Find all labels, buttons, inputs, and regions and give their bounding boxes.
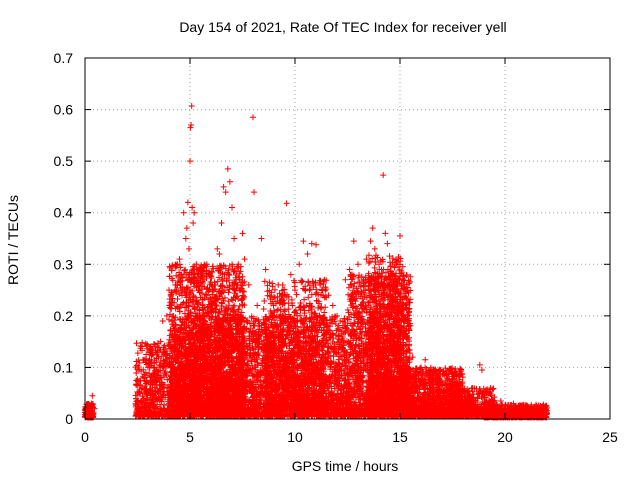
data-point [145,406,152,413]
data-point [139,356,146,363]
data-point [160,357,167,364]
data-point [133,369,140,376]
data-point [133,381,140,388]
data-point [133,358,140,365]
data-point [157,401,164,408]
data-point [229,297,236,304]
data-point [157,367,164,374]
data-point [155,412,162,419]
data-point [134,382,141,389]
data-point [135,388,142,395]
data-point [143,380,150,387]
data-point [142,386,149,393]
data-point [159,391,166,398]
data-point [146,385,153,392]
data-point [154,406,161,413]
data-point [147,412,154,419]
data-point [190,283,197,290]
data-point [147,396,154,403]
data-point [139,339,146,346]
data-point [133,362,140,369]
data-point [160,392,167,399]
data-point [143,391,150,398]
data-point [134,350,141,357]
data-point [137,342,144,349]
data-point [161,381,168,388]
data-point [140,374,147,381]
data-point [136,359,143,366]
data-point [175,305,182,312]
data-point [179,301,186,308]
data-points [82,102,550,421]
data-point [189,300,196,307]
data-point [143,355,150,362]
data-point [148,411,155,418]
data-point [162,370,169,377]
data-point [133,340,140,347]
data-point [171,299,178,306]
data-point [146,407,153,414]
data-point [149,381,156,388]
data-point [147,346,154,353]
data-point [173,352,180,359]
data-point [138,368,145,375]
data-point [144,372,151,379]
data-point [147,374,154,381]
data-point [134,397,141,404]
data-point [138,407,145,414]
data-point [143,343,150,350]
data-point [154,344,161,351]
data-point [225,289,232,296]
data-point [133,398,140,405]
data-point [160,373,167,380]
data-point [221,294,228,301]
data-point [154,387,161,394]
data-point [150,370,157,377]
data-point [145,360,152,367]
data-point [161,358,168,365]
data-point [141,403,148,410]
data-point [158,379,165,386]
data-point [226,263,233,270]
data-point [154,375,161,382]
data-point [151,341,158,348]
data-point [139,373,146,380]
data-point [156,362,163,369]
data-point [144,394,151,401]
data-point [161,388,168,395]
data-point [144,364,151,371]
data-point [142,340,149,347]
data-point [135,410,142,417]
data-point [150,391,157,398]
data-point [140,412,147,419]
data-point [173,272,180,279]
data-point [154,351,161,358]
data-point [158,408,165,415]
data-point [150,402,157,409]
